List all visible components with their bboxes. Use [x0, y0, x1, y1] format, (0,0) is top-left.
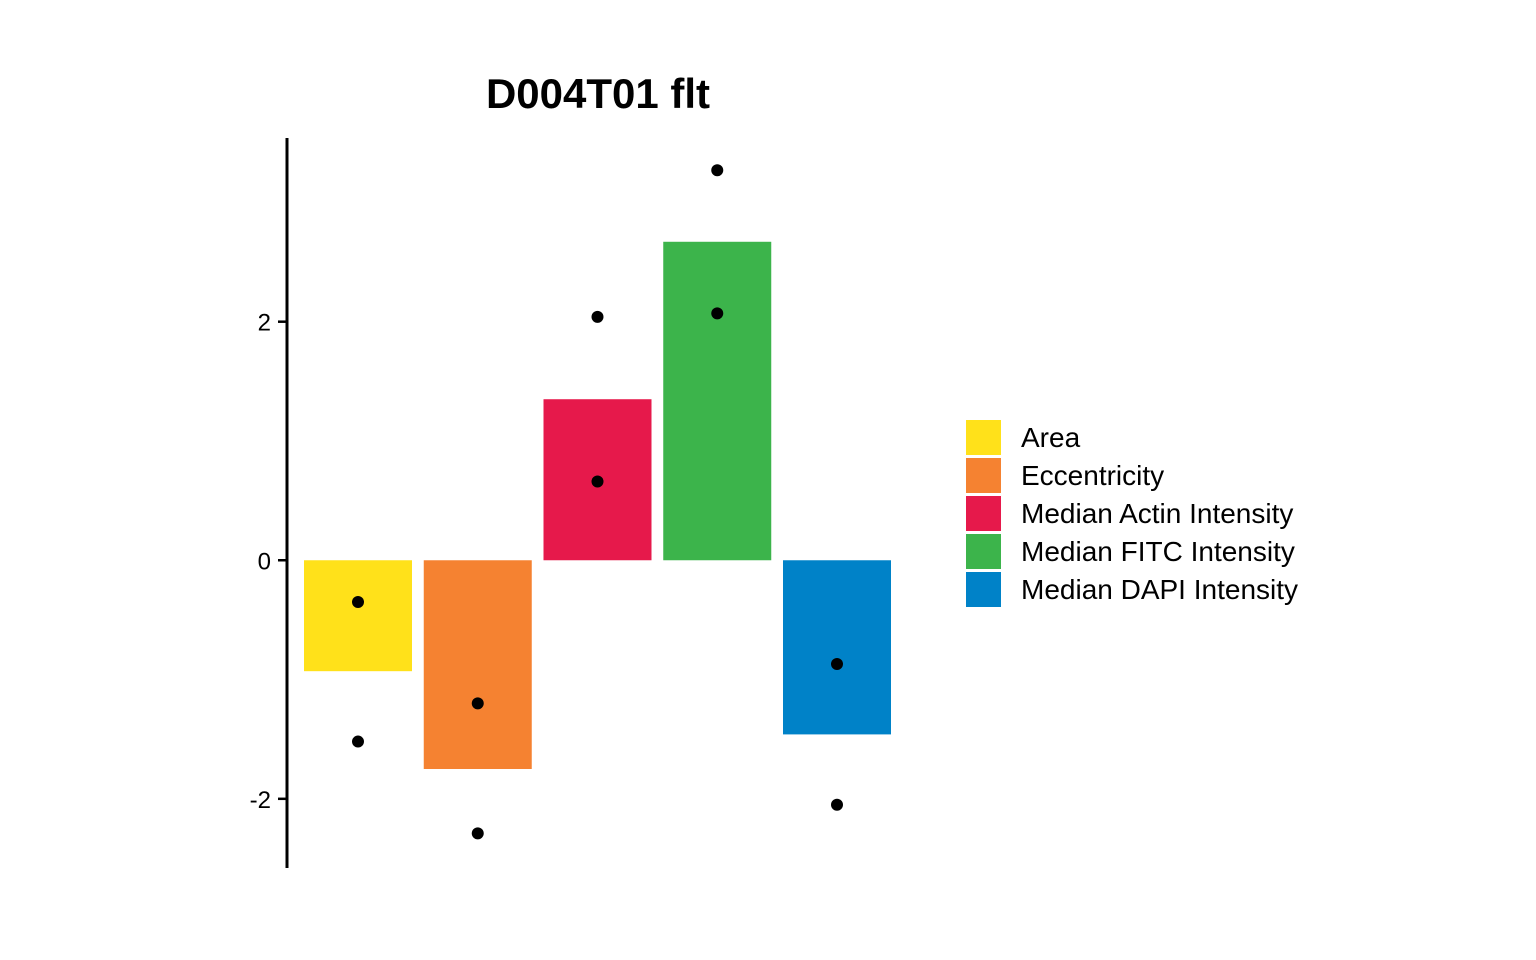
bar-median-fitc-intensity: [663, 241, 772, 561]
legend-swatch: [966, 496, 1001, 531]
legend-swatch: [966, 458, 1001, 493]
bar-area: [304, 560, 412, 672]
y-tick-label: 0: [258, 548, 271, 575]
chart-title: D004T01 flt: [486, 70, 710, 117]
data-point: [591, 310, 604, 323]
legend-swatch: [966, 420, 1001, 455]
legend-swatch: [966, 572, 1001, 607]
legend-label: Median Actin Intensity: [1021, 498, 1293, 529]
data-point: [471, 827, 484, 840]
data-point: [831, 798, 843, 811]
plot-area: -2 0 2: [250, 138, 891, 868]
data-point: [711, 307, 724, 320]
bar-eccentricity: [423, 560, 532, 769]
legend-swatch: [966, 534, 1001, 569]
legend-label: Median FITC Intensity: [1021, 536, 1295, 567]
bar-median-dapi-intensity: [783, 560, 891, 735]
legend-label: Eccentricity: [1021, 460, 1164, 491]
data-point: [352, 596, 364, 609]
legend-label: Median DAPI Intensity: [1021, 574, 1298, 605]
y-tick-label: 2: [258, 310, 271, 337]
data-point: [711, 164, 724, 177]
legend-label: Area: [1021, 422, 1081, 453]
y-tick-label: -2: [250, 787, 271, 814]
data-point: [591, 475, 604, 488]
legend: Area Eccentricity Median Actin Intensity Me…: [966, 420, 1298, 607]
data-point: [471, 697, 484, 710]
data-point: [352, 735, 364, 748]
data-point: [831, 658, 843, 671]
